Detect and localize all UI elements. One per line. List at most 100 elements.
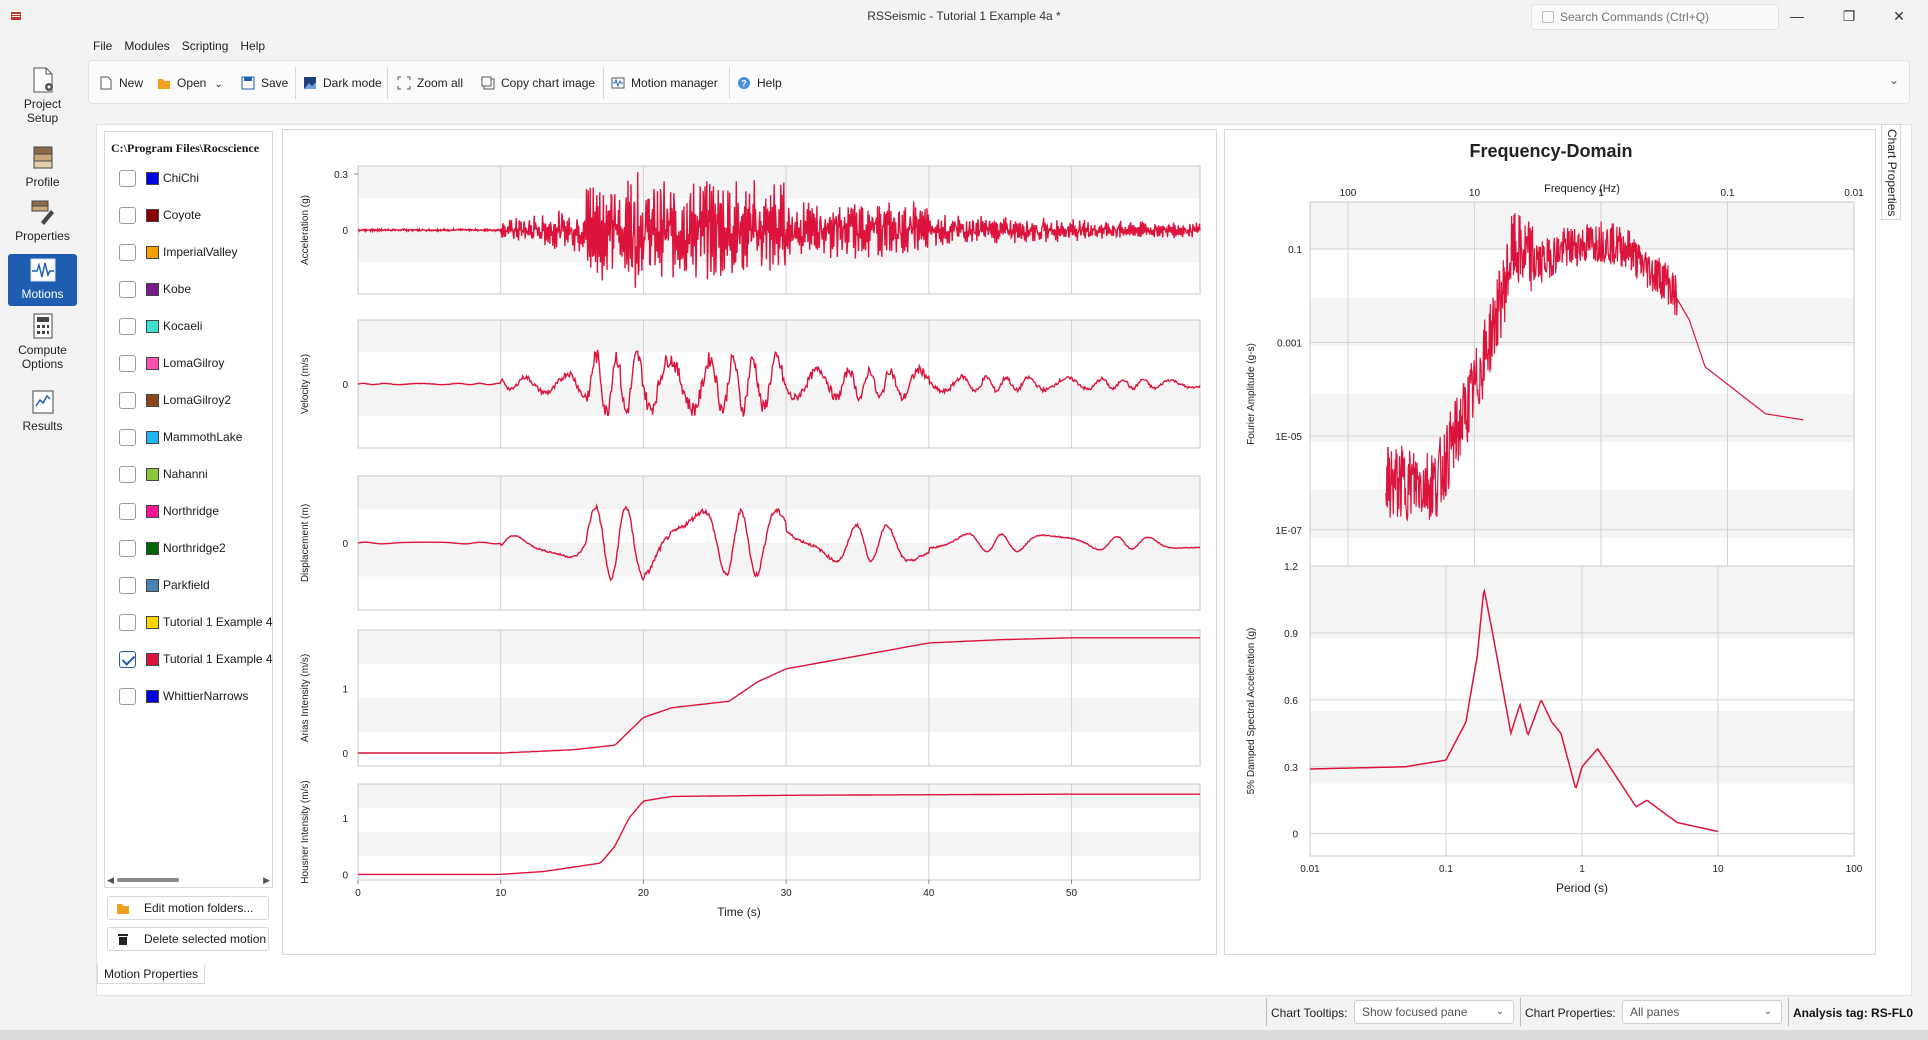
menu-modules[interactable]: Modules — [124, 39, 170, 53]
motion-list-item[interactable]: Parkfield — [119, 575, 273, 595]
chart-tooltips-value: Show focused pane — [1362, 1005, 1468, 1019]
nav-label: Results — [22, 419, 63, 433]
motion-checkbox[interactable] — [119, 577, 136, 594]
motion-checkbox[interactable] — [119, 429, 136, 446]
save-button[interactable]: Save — [241, 72, 288, 94]
grid-band — [358, 832, 1200, 856]
response-spectrum-pane: 0.01 0.1 1 10 100 1.2 0.9 0.6 0.3 0 Period (s) 5% D… — [1246, 562, 1863, 895]
motion-checkbox[interactable] — [119, 281, 136, 298]
motion-list-item[interactable]: Nahanni — [119, 464, 273, 484]
motion-list-item[interactable]: Kocaeli — [119, 316, 273, 336]
motion-list-item[interactable]: Northridge — [119, 501, 273, 521]
new-button[interactable]: New — [99, 72, 143, 94]
motion-checkbox[interactable] — [119, 540, 136, 557]
motion-checkbox[interactable] — [119, 207, 136, 224]
motion-checkbox[interactable] — [119, 651, 136, 668]
motion-checkbox[interactable] — [119, 466, 136, 483]
nav-motions[interactable]: Motions — [8, 254, 77, 306]
copy-chart-image-label: Copy chart image — [501, 76, 596, 90]
y-tick-label: 0.3 — [1284, 763, 1298, 774]
y-tick-label: 0 — [1292, 830, 1298, 841]
x-tick-label: 10 — [495, 888, 507, 899]
toolbar-expand-chevron-icon[interactable]: ⌄ — [1888, 73, 1899, 87]
motion-color-swatch — [146, 394, 159, 407]
command-search[interactable] — [1531, 4, 1779, 30]
status-bar: Chart Tooltips: Show focused pane ⌄ Chart… — [0, 996, 1928, 1030]
motion-checkbox[interactable] — [119, 614, 136, 631]
motion-color-swatch — [146, 653, 159, 666]
help-button[interactable]: ? Help — [737, 72, 782, 94]
copy-chart-image-button[interactable]: Copy chart image — [481, 72, 595, 94]
motion-checkbox[interactable] — [119, 244, 136, 261]
minimize-button[interactable]: — — [1790, 8, 1804, 24]
motion-folder-path: C:\Program Files\Rocscience — [111, 141, 260, 155]
series-line — [1385, 213, 1804, 522]
nav-label: Properties — [15, 229, 70, 243]
motion-checkbox[interactable] — [119, 503, 136, 520]
open-button[interactable]: Open ⌄ — [157, 72, 223, 94]
scroll-right-arrow-icon[interactable]: ▶ — [263, 875, 270, 885]
dark-mode-button[interactable]: Dark mode — [303, 72, 382, 94]
zoom-all-button[interactable]: Zoom all — [397, 72, 463, 94]
x-tick-label: 10 — [1712, 864, 1724, 875]
delete-selected-motion-button[interactable]: Delete selected motion — [107, 927, 269, 951]
grid-band — [1310, 490, 1854, 538]
nav-properties[interactable]: Properties — [8, 196, 77, 248]
motion-list-item[interactable]: ChiChi — [119, 168, 273, 188]
nav-results[interactable]: Results — [8, 386, 77, 438]
motion-checkbox[interactable] — [119, 318, 136, 335]
save-icon — [241, 76, 255, 90]
motion-checkbox[interactable] — [119, 355, 136, 372]
new-label: New — [119, 76, 144, 90]
motion-list-item[interactable]: Northridge2 — [119, 538, 273, 558]
nav-label: Project — [23, 97, 62, 111]
motion-properties-tab[interactable]: Motion Properties — [97, 964, 206, 984]
chart-title: Frequency-Domain — [1469, 141, 1632, 161]
nav-profile[interactable]: Profile — [8, 142, 77, 194]
time-pane-3: Displacement (m) 0 — [300, 475, 1201, 611]
chart-tooltips-select[interactable]: Show focused pane ⌄ — [1354, 1000, 1514, 1024]
plot-frame — [1309, 565, 1855, 857]
nav-compute-options[interactable]: Compute Options — [8, 310, 77, 374]
maximize-button[interactable]: ❐ — [1842, 8, 1856, 24]
motion-list-item[interactable]: Tutorial 1 Example 4 — [119, 649, 273, 669]
time-domain-panel: Acceleration (g) 0.3 0 Velocity (m/s) 0 Displ… — [282, 129, 1217, 955]
motion-checkbox[interactable] — [119, 688, 136, 705]
chart-properties-select[interactable]: All panes ⌄ — [1622, 1000, 1782, 1024]
motion-list-item[interactable]: LomaGilroy2 — [119, 390, 273, 410]
motion-list-item[interactable]: Kobe — [119, 279, 273, 299]
motion-list-item[interactable]: WhittierNarrows — [119, 686, 273, 706]
scroll-left-arrow-icon[interactable]: ◀ — [107, 875, 114, 885]
menu-scripting[interactable]: Scripting — [181, 39, 229, 53]
nav-project-setup[interactable]: Project Setup — [8, 64, 77, 126]
motion-list-item[interactable]: Tutorial 1 Example 4 — [119, 612, 273, 632]
motion-name: Kocaeli — [163, 319, 203, 333]
motion-list-item[interactable]: LomaGilroy — [119, 353, 273, 373]
grid-band — [1310, 394, 1854, 442]
motion-checkbox[interactable] — [119, 392, 136, 409]
edit-motion-folders-button[interactable]: Edit motion folders... — [107, 896, 269, 920]
menu-file[interactable]: File — [93, 39, 113, 53]
dark-mode-label: Dark mode — [323, 76, 382, 90]
motion-manager-button[interactable]: Motion manager — [611, 72, 718, 94]
motion-list-item[interactable]: ImperialValley — [119, 242, 273, 262]
compute-options-icon — [33, 313, 52, 339]
scrollbar-thumb[interactable] — [117, 878, 179, 882]
horizontal-scrollbar[interactable]: ◀ ▶ — [105, 873, 272, 887]
motion-color-swatch — [146, 468, 159, 481]
close-button[interactable]: ✕ — [1893, 8, 1905, 24]
motion-checkbox[interactable] — [119, 170, 136, 187]
nav-label: Motions — [21, 287, 64, 301]
chevron-down-icon[interactable]: ⌄ — [214, 79, 223, 90]
motion-list-item[interactable]: Coyote — [119, 205, 273, 225]
y-axis-label: Fourier Amplitude (g-s) — [1246, 343, 1257, 445]
help-label: Help — [757, 76, 782, 90]
chart-properties-tab[interactable]: Chart Properties — [1881, 124, 1901, 220]
menu-help[interactable]: Help — [240, 39, 266, 53]
motion-list-item[interactable]: MammothLake — [119, 427, 273, 447]
motion-color-swatch — [146, 616, 159, 629]
command-search-input[interactable] — [1560, 9, 1770, 25]
toolbar-divider — [729, 67, 730, 99]
